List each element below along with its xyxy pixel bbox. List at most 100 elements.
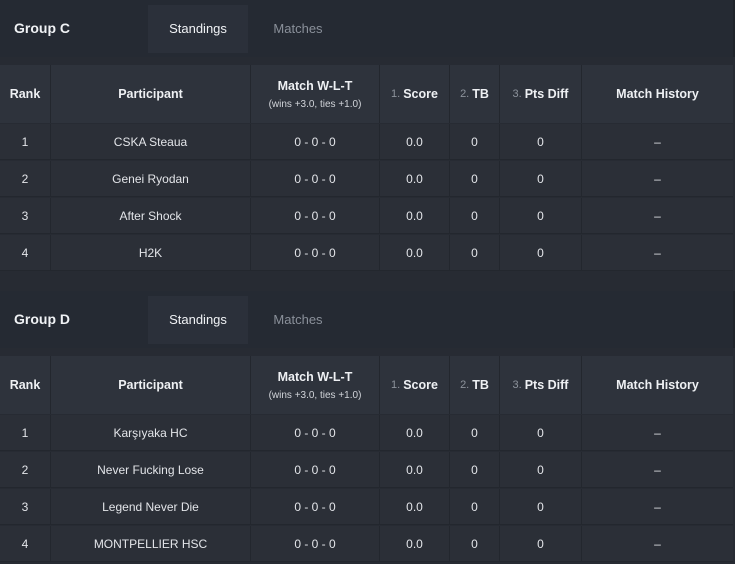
- group-title: Group C: [14, 20, 70, 36]
- pts-diff-cell: 0: [500, 124, 582, 159]
- header-tb-label: TB: [472, 378, 489, 392]
- group-c-section: Group C Standings Matches Rank Participa…: [0, 0, 735, 271]
- rank-cell: 2: [0, 161, 51, 196]
- rank-cell: 4: [0, 526, 51, 561]
- participant-cell[interactable]: H2K: [51, 235, 251, 270]
- header-pts-diff: 3. Pts Diff: [500, 65, 582, 123]
- header-match-history: Match History: [616, 87, 699, 101]
- pts-diff-cell: 0: [500, 415, 582, 450]
- group-header: Group C Standings Matches: [0, 0, 735, 57]
- group-header: Group D Standings Matches: [0, 291, 735, 348]
- participant-cell[interactable]: CSKA Steaua: [51, 124, 251, 159]
- rank-cell: 1: [0, 415, 51, 450]
- match-history-cell: –: [654, 425, 661, 440]
- header-score-num: 1.: [391, 88, 401, 100]
- header-rank: Rank: [0, 356, 51, 414]
- match-history-cell: –: [654, 245, 661, 260]
- table-row: 2 Genei Ryodan 0 - 0 - 0 0.0 0 0 –: [0, 161, 733, 197]
- header-participant: Participant: [51, 356, 251, 414]
- table-row: 3 Legend Never Die 0 - 0 - 0 0.0 0 0 –: [0, 489, 733, 525]
- header-score: 1. Score: [380, 65, 450, 123]
- table-row: 4 MONTPELLIER HSC 0 - 0 - 0 0.0 0 0 –: [0, 526, 733, 562]
- table-row: 1 Karşıyaka HC 0 - 0 - 0 0.0 0 0 –: [0, 415, 733, 451]
- header-match-wlt-sub: (wins +3.0, ties +1.0): [268, 98, 362, 110]
- header-rank: Rank: [0, 65, 51, 123]
- tab-matches[interactable]: Matches: [273, 21, 323, 36]
- header-pts-label: Pts Diff: [524, 87, 569, 101]
- pts-diff-cell: 0: [500, 198, 582, 233]
- header-tb: 2. TB: [450, 65, 500, 123]
- pts-diff-cell: 0: [500, 235, 582, 270]
- tab-standings[interactable]: Standings: [148, 5, 248, 53]
- table-header: Rank Participant Match W-L-T (wins +3.0,…: [0, 65, 733, 123]
- header-tb-num: 2.: [460, 88, 470, 100]
- tb-cell: 0: [450, 452, 500, 487]
- tb-cell: 0: [450, 235, 500, 270]
- participant-cell[interactable]: After Shock: [51, 198, 251, 233]
- header-score-num: 1.: [391, 379, 401, 391]
- table-row: 3 After Shock 0 - 0 - 0 0.0 0 0 –: [0, 198, 733, 234]
- pts-diff-cell: 0: [500, 452, 582, 487]
- pts-diff-cell: 0: [500, 161, 582, 196]
- rank-cell: 3: [0, 489, 51, 524]
- score-cell: 0.0: [380, 235, 450, 270]
- tab-standings[interactable]: Standings: [148, 296, 248, 344]
- header-tb-label: TB: [472, 87, 489, 101]
- table-header: Rank Participant Match W-L-T (wins +3.0,…: [0, 356, 733, 414]
- header-score-label: Score: [403, 87, 438, 101]
- pts-diff-cell: 0: [500, 526, 582, 561]
- header-match-wlt: Match W-L-T (wins +3.0, ties +1.0): [251, 356, 380, 414]
- tb-cell: 0: [450, 124, 500, 159]
- rank-cell: 1: [0, 124, 51, 159]
- tb-cell: 0: [450, 161, 500, 196]
- header-pts-num: 3.: [512, 88, 522, 100]
- header-score-label: Score: [403, 378, 438, 392]
- group-d-section: Group D Standings Matches Rank Participa…: [0, 291, 735, 562]
- match-wlt-cell: 0 - 0 - 0: [251, 452, 380, 487]
- match-wlt-cell: 0 - 0 - 0: [251, 198, 380, 233]
- rank-cell: 3: [0, 198, 51, 233]
- header-match-history: Match History: [616, 378, 699, 392]
- header-match-wlt-sub: (wins +3.0, ties +1.0): [268, 389, 362, 401]
- header-pts-num: 3.: [512, 379, 522, 391]
- participant-cell[interactable]: Legend Never Die: [51, 489, 251, 524]
- score-cell: 0.0: [380, 526, 450, 561]
- match-wlt-cell: 0 - 0 - 0: [251, 161, 380, 196]
- score-cell: 0.0: [380, 161, 450, 196]
- rank-cell: 2: [0, 452, 51, 487]
- score-cell: 0.0: [380, 489, 450, 524]
- table-row: 1 CSKA Steaua 0 - 0 - 0 0.0 0 0 –: [0, 124, 733, 160]
- header-match-wlt-label: Match W-L-T: [277, 369, 353, 384]
- group-title: Group D: [14, 311, 70, 327]
- match-wlt-cell: 0 - 0 - 0: [251, 235, 380, 270]
- tb-cell: 0: [450, 198, 500, 233]
- tab-matches[interactable]: Matches: [273, 312, 323, 327]
- tb-cell: 0: [450, 489, 500, 524]
- table-row: 2 Never Fucking Lose 0 - 0 - 0 0.0 0 0 –: [0, 452, 733, 488]
- table-row: 4 H2K 0 - 0 - 0 0.0 0 0 –: [0, 235, 733, 271]
- participant-cell[interactable]: Karşıyaka HC: [51, 415, 251, 450]
- match-wlt-cell: 0 - 0 - 0: [251, 526, 380, 561]
- header-tb-num: 2.: [460, 379, 470, 391]
- match-history-cell: –: [654, 536, 661, 551]
- participant-cell[interactable]: Never Fucking Lose: [51, 452, 251, 487]
- pts-diff-cell: 0: [500, 489, 582, 524]
- match-wlt-cell: 0 - 0 - 0: [251, 124, 380, 159]
- header-match-wlt-label: Match W-L-T: [277, 78, 353, 93]
- score-cell: 0.0: [380, 415, 450, 450]
- participant-cell[interactable]: Genei Ryodan: [51, 161, 251, 196]
- score-cell: 0.0: [380, 198, 450, 233]
- match-history-cell: –: [654, 171, 661, 186]
- match-history-cell: –: [654, 208, 661, 223]
- participant-cell[interactable]: MONTPELLIER HSC: [51, 526, 251, 561]
- header-pts-diff: 3. Pts Diff: [500, 356, 582, 414]
- score-cell: 0.0: [380, 124, 450, 159]
- rank-cell: 4: [0, 235, 51, 270]
- header-participant: Participant: [51, 65, 251, 123]
- match-wlt-cell: 0 - 0 - 0: [251, 415, 380, 450]
- score-cell: 0.0: [380, 452, 450, 487]
- header-tb: 2. TB: [450, 356, 500, 414]
- tb-cell: 0: [450, 415, 500, 450]
- match-wlt-cell: 0 - 0 - 0: [251, 489, 380, 524]
- match-history-cell: –: [654, 462, 661, 477]
